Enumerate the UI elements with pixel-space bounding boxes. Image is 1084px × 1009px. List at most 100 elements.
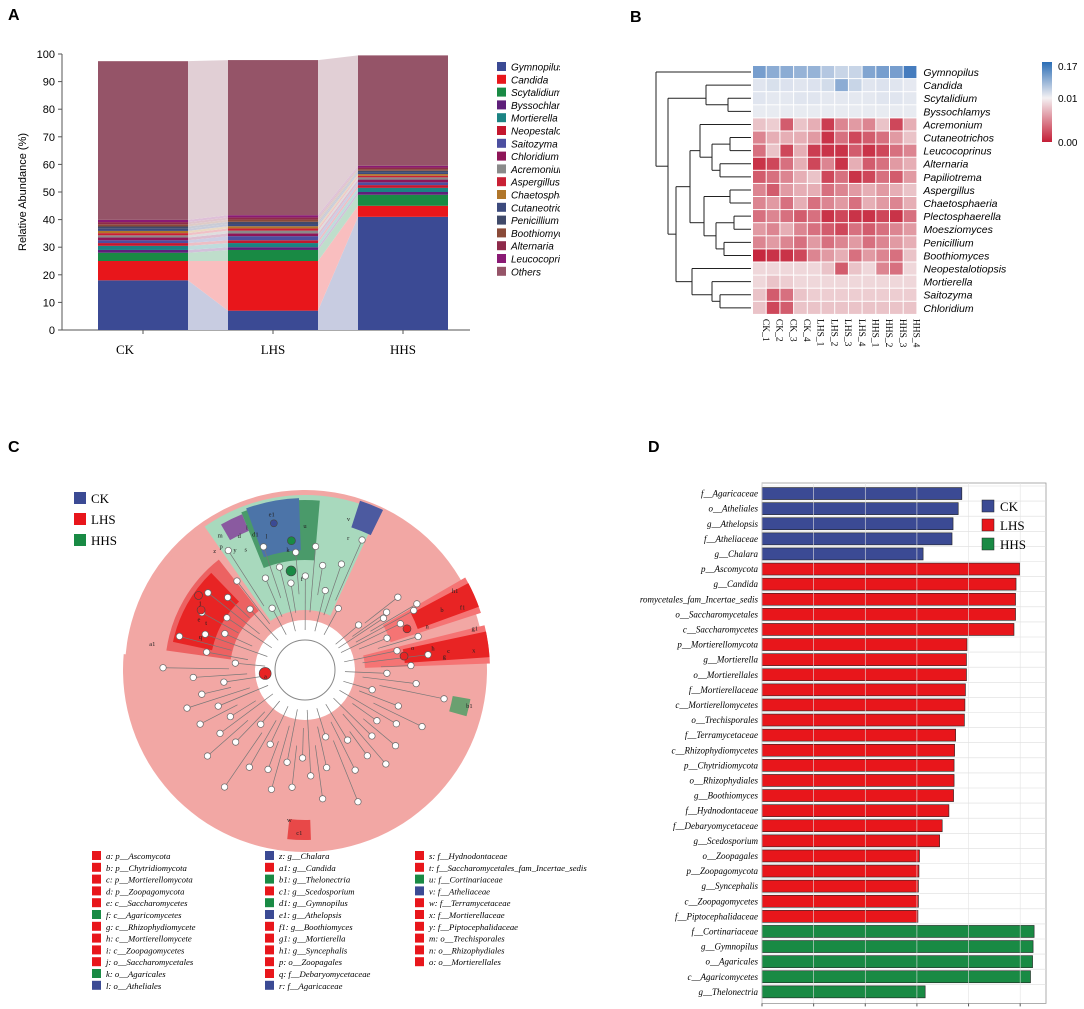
clade-node-label-c1: c1	[296, 830, 302, 837]
heatmap-cell	[753, 105, 766, 118]
key-swatch	[415, 874, 424, 884]
heatmap-cell	[862, 66, 876, 79]
legend-swatch-cutaneotrichosporon	[497, 202, 506, 212]
bar-hhs-scytalidium	[358, 194, 448, 206]
clade-branch	[362, 654, 429, 664]
clade-node-label-d: d	[238, 533, 242, 540]
lda-label-f__atheliaceae: f__Atheliaceae	[704, 534, 758, 544]
heatmap-cell	[876, 131, 889, 144]
clade-node	[383, 634, 391, 642]
lda-bar-g__candida	[761, 577, 1017, 591]
connector-band-cutaneotrichosporon	[318, 172, 358, 227]
heatmap-cell	[862, 79, 876, 92]
x-tick-label-hhs: HHS	[390, 342, 416, 357]
scale-label-min: 0.00	[1058, 138, 1078, 149]
heatmap-cell	[794, 92, 807, 105]
heatmap-cell	[794, 301, 807, 314]
clade-branch	[352, 703, 378, 722]
y-tick-label: 100	[37, 49, 55, 61]
heatmap-cell	[794, 118, 807, 131]
connector-band-scytalidium	[318, 194, 358, 261]
key-entry: y: f__Piptocephalidaceae	[428, 922, 518, 932]
heatmap-cell	[753, 288, 766, 301]
heatmap-cell	[753, 210, 766, 223]
clade-node	[392, 720, 400, 728]
lda-label-g__chalara: g__Chalara	[714, 549, 758, 559]
y-tick-label: 0	[49, 325, 55, 337]
clade-node	[396, 620, 404, 628]
clade-branch	[358, 690, 399, 707]
heatmap-cell	[794, 210, 807, 223]
bar-ck-saitozyma	[98, 240, 188, 244]
heatmap-cell	[848, 275, 862, 288]
bar-ck-cutaneotrichosporon	[98, 228, 188, 231]
clade-branch	[236, 580, 271, 625]
lda-label-o__mortierellales: o__Mortierellales	[693, 670, 758, 680]
row-label-candida: Candida	[923, 80, 962, 92]
lda-bar-p__mortierellomycota	[761, 638, 968, 651]
heatmap-cell	[780, 249, 794, 262]
key-entry: n: o__Rhizophydiales	[429, 945, 505, 955]
clade-node-label-x: x	[472, 647, 476, 654]
clade-node	[221, 783, 229, 791]
y-axis-label: Relative Abundance (%)	[17, 133, 29, 251]
heatmap-cell	[821, 288, 835, 301]
heatmap-cell	[890, 79, 903, 92]
clade-branch	[314, 590, 326, 632]
y-tick-label: 90	[43, 77, 55, 89]
heatmap-cell	[766, 79, 780, 92]
clade-node	[424, 651, 432, 659]
heatmap-cell	[848, 288, 862, 301]
clade-branch	[290, 583, 297, 613]
legend-swatch-acremonium	[497, 164, 506, 174]
clade-node-label-e1: e1	[269, 511, 275, 518]
heatmap-cell	[903, 66, 917, 79]
lda-bar-c__agaricomycetes	[761, 970, 1031, 984]
heatmap-cell	[890, 118, 903, 131]
clade-node-label-b: b	[440, 607, 443, 614]
lda-label-p__zoopagomycota: p__Zoopagomycota	[686, 866, 759, 876]
legend-swatch-chloridium	[497, 151, 506, 161]
connector-band-boothiomyces	[318, 169, 358, 222]
bar-lhs-scytalidium	[228, 249, 318, 261]
heatmap-cell	[766, 210, 780, 223]
heatmap-cell	[848, 223, 862, 236]
clade-node-label-t: t	[205, 620, 207, 627]
key-swatch	[92, 910, 101, 919]
heatmap-cell	[794, 223, 807, 236]
legend-label-ck: CK	[1000, 499, 1019, 514]
key-entry: e1: g__Athelopsis	[279, 910, 342, 920]
clade-branch	[358, 637, 388, 650]
heatmap-cell	[807, 131, 821, 144]
connector-band-acremonium	[188, 230, 228, 238]
heatmap-cell	[835, 131, 848, 144]
heatmap-cell	[780, 79, 794, 92]
row-label-plectosphaerella: Plectosphaerella	[923, 211, 1001, 223]
heatmap-cell	[753, 262, 766, 275]
lda-label-c__rhizophydiomycetes: c__Rhizophydiomycetes	[672, 745, 759, 755]
heatmap-cell	[753, 157, 766, 170]
clade-branch	[206, 651, 248, 660]
clade-marker-node-k	[287, 536, 296, 546]
panel-c-letter: C	[8, 439, 20, 456]
heatmap-cell	[780, 197, 794, 210]
clade-branch	[364, 596, 399, 624]
heatmap-cell	[780, 118, 794, 131]
row-label-chloridium: Chloridium	[923, 303, 973, 315]
heatmap-cell	[835, 79, 848, 92]
clade-node	[368, 686, 376, 694]
connector-band-acremonium	[318, 177, 358, 234]
clade-node	[268, 604, 276, 612]
heatmap-cell	[780, 223, 794, 236]
key-entry: c: p__Mortierellomycota	[106, 875, 193, 885]
heatmap-cell	[903, 170, 917, 183]
legend-label-lhs: LHS	[91, 512, 116, 527]
clade-node	[307, 772, 315, 780]
heatmap-cell	[862, 262, 876, 275]
clade-sector-zoopagales	[221, 514, 249, 541]
heatmap-cell	[848, 197, 862, 210]
connector-band-cutaneotrichosporon	[188, 224, 228, 231]
clade-branch	[323, 608, 339, 635]
key-entry: r: f__Agaricaceae	[279, 981, 343, 991]
clade-node	[382, 760, 390, 768]
